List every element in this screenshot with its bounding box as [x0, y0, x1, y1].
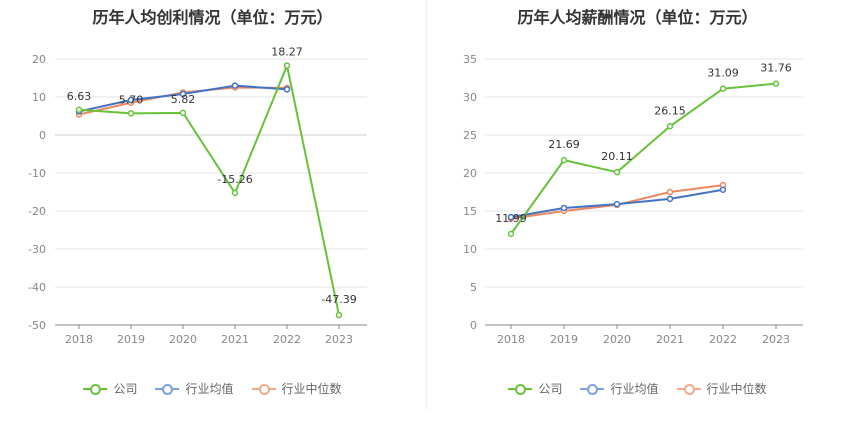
data-label: 18.27: [271, 46, 303, 59]
legend-label-industry-median: 行业中位数: [281, 382, 342, 396]
data-point-industry-avg: [719, 186, 727, 193]
x-tick-label: 2023: [762, 333, 790, 346]
profit-chart-title: 历年人均创利情况（单位：万元）: [92, 8, 333, 27]
legend-item-industry-avg[interactable]: 行业均值: [580, 380, 659, 397]
data-point-company: [772, 80, 780, 87]
data-point-company: [666, 123, 674, 130]
x-tick-label: 2020: [603, 333, 631, 346]
profit-chart-plot: 20 10 0 -10 -20 -30 -40 -50 2018 2019 2020 2021 2022…: [28, 46, 367, 346]
legend-marker-industry-median: [251, 383, 276, 395]
legend-marker-industry-avg: [580, 383, 605, 395]
y-tick-label: -50: [28, 319, 46, 332]
profit-chart-panel: 历年人均创利情况（单位：万元） 20 10 0 -10 -20 -30 -40 -50 2018…: [0, 8, 425, 397]
y-tick-label: 15: [463, 205, 477, 218]
y-tick-label: 0: [39, 129, 46, 142]
data-point-company: [560, 156, 568, 164]
salary-chart-plot: 35 30 25 20 15 10 5 0 2018 2019 2020 2021 2022 2023 11…: [463, 53, 803, 346]
x-tick-label: 2019: [550, 333, 578, 346]
legend-item-industry-median[interactable]: 行业中位数: [676, 380, 767, 397]
legend-item-industry-median[interactable]: 行业中位数: [251, 380, 342, 397]
y-tick-label: 5: [470, 281, 477, 294]
x-tick-label: 2018: [65, 333, 93, 346]
y-tick-label: 35: [463, 53, 477, 66]
legend-label-industry-avg: 行业均值: [185, 382, 234, 396]
data-point-company: [335, 311, 343, 319]
data-label: 5.82: [171, 93, 196, 106]
data-label: -15.26: [217, 173, 252, 186]
data-point-industry-avg: [666, 195, 674, 203]
data-point-company: [127, 110, 135, 117]
legend-label-company: 公司: [538, 382, 563, 396]
data-label: 31.09: [707, 67, 739, 80]
salary-chart-title: 历年人均薪酬情况（单位：万元）: [517, 8, 758, 27]
legend-label-industry-median: 行业中位数: [706, 382, 767, 396]
y-tick-label: 10: [32, 91, 46, 104]
data-point-industry-avg: [560, 204, 568, 212]
data-point-industry-avg: [179, 90, 187, 98]
y-tick-label: -30: [28, 243, 46, 256]
data-point-company: [283, 62, 291, 69]
data-label: 5.70: [119, 93, 144, 106]
series-line-company: [78, 62, 340, 316]
data-point-industry-avg: [231, 82, 239, 89]
x-tick-label: 2019: [117, 333, 145, 346]
legend-item-company[interactable]: 公司: [83, 380, 137, 397]
data-point-industry-median: [666, 188, 674, 196]
y-tick-label: 20: [32, 53, 46, 66]
y-tick-label: 25: [463, 129, 477, 142]
data-label: 31.76: [760, 62, 792, 75]
legend-label-company: 公司: [113, 382, 138, 396]
legend-marker-company: [508, 383, 533, 395]
y-tick-label: 30: [463, 91, 477, 104]
x-tick-label: 2022: [273, 333, 301, 346]
x-tick-label: 2021: [221, 333, 249, 346]
y-tick-label: 10: [463, 243, 477, 256]
salary-chart-panel: 历年人均薪酬情况（单位：万元） 35 30 25 20 15 10 5 0 2018 2019 20…: [425, 0, 850, 437]
x-tick-label: 2023: [325, 333, 353, 346]
y-tick-label: -20: [28, 205, 46, 218]
data-point-industry-avg: [613, 200, 621, 208]
data-label: 6.63: [67, 90, 92, 103]
legend-marker-company: [83, 383, 108, 395]
y-tick-label: -40: [28, 281, 46, 294]
data-label: 20.11: [601, 150, 633, 163]
x-tick-label: 2018: [497, 333, 525, 346]
data-point-industry-avg: [283, 86, 291, 93]
x-tick-label: 2021: [656, 333, 684, 346]
y-tick-label: 0: [470, 319, 477, 332]
profit-chart-legend: 公司 行业均值 行业中位数: [0, 380, 425, 397]
x-tick-label: 2022: [709, 333, 737, 346]
data-label: 21.69: [548, 138, 580, 151]
salary-chart-legend: 公司 行业均值 行业中位数: [425, 380, 850, 397]
panel-divider: [426, 0, 427, 410]
legend-item-industry-avg[interactable]: 行业均值: [155, 380, 234, 397]
data-point-company: [613, 168, 621, 176]
legend-item-company[interactable]: 公司: [508, 380, 562, 397]
data-point-industry-avg: [507, 213, 515, 221]
data-point-company: [507, 230, 515, 238]
legend-marker-industry-median: [676, 383, 701, 395]
data-point-company: [231, 189, 239, 197]
legend-marker-industry-avg: [155, 383, 180, 395]
data-label: 26.15: [654, 104, 686, 117]
data-point-company: [75, 106, 83, 114]
y-tick-label: -10: [28, 167, 46, 180]
legend-label-industry-avg: 行业均值: [610, 382, 659, 396]
data-point-company: [719, 85, 727, 92]
data-label: 11.99: [495, 212, 527, 225]
data-point-company: [179, 109, 187, 117]
y-tick-label: 20: [463, 167, 477, 180]
series-line-company: [510, 82, 777, 235]
data-label: -47.39: [321, 293, 356, 306]
x-tick-label: 2020: [169, 333, 197, 346]
data-point-industry-avg: [127, 96, 135, 104]
